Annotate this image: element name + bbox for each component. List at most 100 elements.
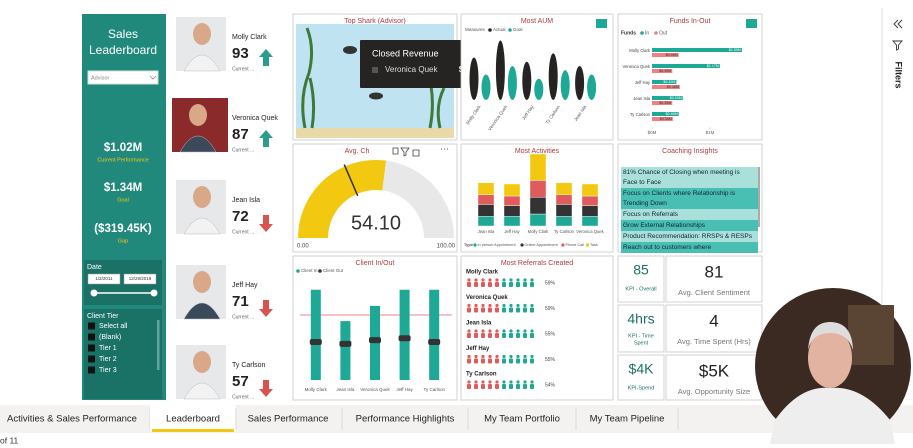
insight-row[interactable]: [621, 242, 758, 253]
person-icon: [481, 303, 485, 308]
card-value: 81: [705, 262, 724, 281]
legend-dot: [318, 269, 322, 273]
visual-icon[interactable]: [400, 147, 410, 157]
tile-title: Avg. Ch: [345, 148, 370, 155]
violin: [575, 66, 585, 100]
date-input[interactable]: [123, 273, 157, 285]
person-icon: [488, 384, 492, 389]
insight-row[interactable]: [621, 209, 758, 220]
person-icon: [523, 354, 527, 359]
scrollbar: [758, 167, 760, 227]
checkbox[interactable]: [88, 344, 95, 352]
photo-body: [183, 302, 221, 320]
slider-handle[interactable]: [150, 289, 158, 297]
legend-dot: [488, 28, 492, 32]
leader-score: 71: [232, 293, 249, 310]
scrollbar: [157, 320, 160, 370]
bar: [310, 289, 321, 380]
dropdown[interactable]: [87, 70, 159, 85]
person-icon: [516, 303, 520, 308]
kpi-value: ($319.45K): [94, 223, 152, 235]
person-icon: [467, 358, 471, 364]
checkbox[interactable]: [88, 355, 95, 363]
card-value: 4: [709, 311, 718, 330]
person-icon: [523, 303, 527, 308]
insight-row[interactable]: [621, 220, 758, 231]
visual-icon[interactable]: [392, 147, 399, 155]
person-icon: [523, 333, 527, 338]
person-icon: [474, 384, 478, 389]
card-label: Avg. Opportunity Size: [678, 387, 750, 396]
person-icon: [488, 358, 492, 364]
person-icon: [523, 329, 527, 333]
date-end: 12/29/2019: [129, 276, 152, 281]
card-label: Avg. Client Sentiment: [678, 288, 751, 297]
checkbox[interactable]: [88, 366, 95, 374]
person-icon: [495, 303, 499, 308]
checkbox[interactable]: [88, 333, 95, 341]
person-icon: [495, 282, 499, 287]
violin: [560, 70, 570, 100]
person-icon: [523, 282, 527, 287]
tier-option: Select all: [99, 323, 128, 330]
date-input[interactable]: [87, 273, 121, 285]
bar-segment: [581, 195, 599, 206]
person-icon: [467, 329, 471, 333]
bar-segment: [503, 216, 521, 227]
bar: [652, 117, 673, 121]
referral-name: Veronica Quek: [466, 295, 508, 301]
tile-title: Client In/Out: [356, 260, 395, 267]
filters-title: Filters: [894, 61, 904, 88]
person-icon: [481, 384, 485, 389]
tier-option: Tier 1: [99, 345, 117, 352]
x-tick-label: Ty Carlson: [554, 229, 575, 234]
x-tick-label: Molly Clark: [305, 387, 328, 392]
bar-segment: [477, 182, 495, 196]
person-icon: [467, 384, 471, 389]
person-icon: [467, 380, 471, 384]
collapse-icon[interactable]: [893, 19, 903, 29]
person-icon: [509, 278, 513, 282]
more-icon: ⋯: [440, 143, 449, 153]
insight-text: Trending Down: [623, 200, 667, 207]
tile: [460, 255, 614, 401]
person-icon: [509, 282, 513, 287]
insight-row[interactable]: [621, 167, 758, 188]
marker: [369, 337, 381, 344]
legend-dot: [585, 243, 590, 247]
checkbox[interactable]: [88, 322, 95, 330]
person-icon: [502, 278, 506, 282]
focus-icon[interactable]: [746, 19, 757, 28]
data-label: $0.46M: [666, 112, 678, 116]
kpi-label: KPI - Time: [628, 333, 654, 339]
slider-handle[interactable]: [90, 289, 98, 297]
icon-row: [467, 380, 534, 389]
person-icon: [467, 307, 471, 313]
insight-text: Reach out to customers where: [623, 244, 712, 251]
bar-segment: [581, 205, 599, 217]
person-icon: [509, 384, 513, 389]
bar: [652, 64, 720, 68]
person-icon: [516, 354, 520, 359]
visual-icon[interactable]: [412, 149, 420, 157]
person-icon: [467, 278, 471, 282]
insight-row[interactable]: [621, 188, 758, 209]
kpi-label: Current Performance: [97, 157, 148, 163]
bar: [652, 101, 673, 105]
tab-label: Leaderboard: [166, 414, 220, 425]
icon-row: [467, 303, 534, 313]
legend-dot: [654, 31, 658, 35]
person-icon: [523, 384, 527, 389]
legend-title: Funds: [621, 30, 636, 36]
focus-icon[interactable]: [596, 19, 607, 28]
data-label: $0.36M: [660, 117, 672, 121]
tab-active[interactable]: [150, 405, 236, 432]
bar-segment: [555, 216, 573, 227]
insight-text: Product Recommendation: RRSPs & RESPs: [623, 233, 753, 240]
legend-dot: [561, 243, 565, 247]
insight-row[interactable]: [621, 231, 758, 242]
icon-row: [467, 354, 534, 364]
tile-title: Most AUM: [521, 18, 553, 25]
tooltip-swatch: [372, 67, 378, 73]
